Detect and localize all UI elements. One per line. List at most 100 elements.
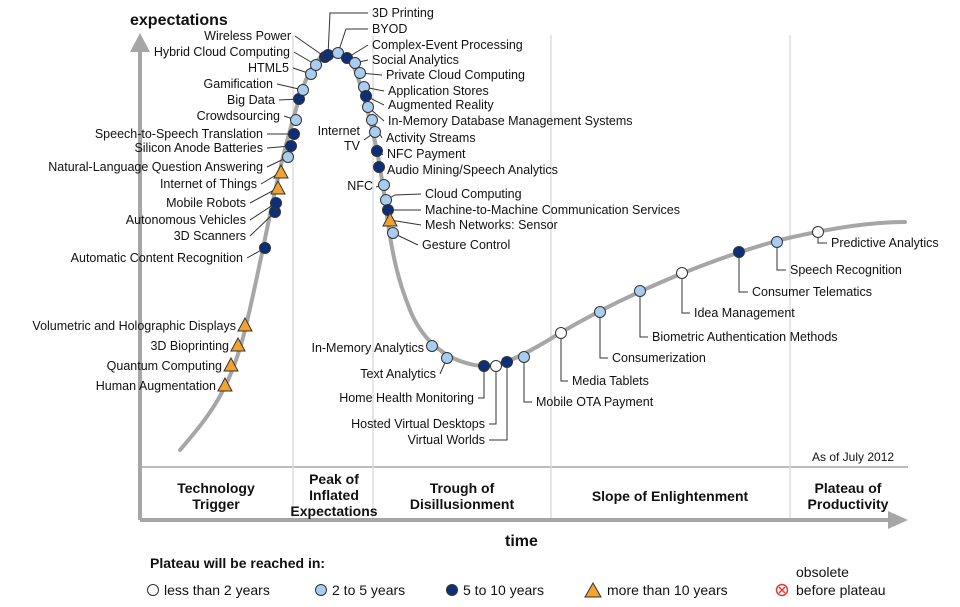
leader-line-home-health-monitoring	[478, 366, 485, 399]
marker-human-augmentation	[217, 376, 233, 392]
leader-line-consumer-telematics	[738, 252, 748, 293]
marker-predictive-analytics	[812, 226, 824, 238]
phase-slope-of-enlightenment: Slope of Enlightenment	[592, 488, 749, 504]
legend: less than 2 years 2 to 5 years 5 to 10 y…	[147, 564, 886, 598]
tech-label-crowdsourcing: Crowdsourcing	[197, 109, 280, 123]
leader-line-virtual-worlds	[489, 362, 508, 441]
tech-label-home-health-monitoring: Home Health Monitoring	[339, 391, 474, 405]
marker-volumetric-and-holographic-displays	[237, 316, 253, 332]
marker-mesh-networks-sensor	[382, 211, 398, 227]
marker-hosted-virtual-desktops	[490, 360, 502, 372]
tech-label-audio-mining-speech-analytics: Audio Mining/Speech Analytics	[387, 163, 558, 177]
marker-gesture-control	[387, 227, 399, 239]
y-axis-label: expectations	[130, 12, 228, 29]
phase-trough-of-disillusionment: Trough of Disillusionment	[410, 480, 515, 512]
y-axis-arrow	[130, 33, 150, 52]
marker-cloud-computing	[380, 194, 392, 206]
marker-nfc	[378, 179, 390, 191]
tech-label-byod: BYOD	[372, 22, 407, 36]
tech-label-3d-scanners: 3D Scanners	[174, 229, 246, 243]
tech-label-silicon-anode-batteries: Silicon Anode Batteries	[134, 141, 263, 155]
tech-label-consumerization: Consumerization	[612, 351, 706, 365]
phase-peak-of-inflated-expectations: Peak of Inflated Expectations	[290, 471, 377, 519]
tech-label-complex-event-processing: Complex-Event Processing	[372, 38, 523, 52]
tech-label-in-memory-analytics: In-Memory Analytics	[311, 341, 424, 355]
tech-label-mobile-robots: Mobile Robots	[166, 196, 246, 210]
legend-swatch-2to5	[315, 584, 327, 596]
tech-label-predictive-analytics: Predictive Analytics	[831, 236, 939, 250]
legend-label-5to10: 5 to 10 years	[463, 582, 544, 598]
legend-label-before-plateau: before plateau	[796, 582, 886, 598]
legend-label-obsolete: obsolete	[796, 564, 849, 580]
marker-nfc-payment	[371, 145, 383, 157]
tech-label-big-data: Big Data	[227, 93, 275, 107]
marker-speech-recognition	[771, 236, 783, 248]
tech-label-natural-language-question-answering: Natural-Language Question Answering	[48, 160, 263, 174]
leader-line-mesh-networks-sensor	[389, 219, 422, 226]
leader-line-biometric-authentication-methods	[639, 291, 648, 338]
leader-line-3d-printing	[327, 12, 368, 56]
tech-label-gamification: Gamification	[204, 77, 274, 91]
marker-private-cloud-computing	[354, 67, 366, 79]
marker-internet-tv	[369, 126, 381, 138]
marker-mobile-ota-payment	[518, 351, 530, 363]
tech-label-hosted-virtual-desktops: Hosted Virtual Desktops	[351, 417, 485, 431]
marker-text-analytics	[441, 352, 453, 364]
marker-augmented-reality	[360, 90, 372, 102]
marker-gamification	[297, 84, 309, 96]
legend-swatch-lt2	[147, 584, 159, 596]
tech-label-gesture-control: Gesture Control	[422, 238, 510, 252]
leader-line-byod	[337, 28, 368, 54]
marker-biometric-authentication-methods	[634, 285, 646, 297]
tech-label-private-cloud-computing: Private Cloud Computing	[386, 68, 525, 82]
tech-label-in-memory-database-management-systems: In-Memory Database Management Systems	[388, 114, 633, 128]
tech-label-quantum-computing: Quantum Computing	[107, 359, 222, 373]
legend-swatch-5to10	[446, 584, 458, 596]
marker-internet-of-things	[273, 163, 289, 179]
marker-byod	[332, 47, 344, 59]
marker-machine-to-machine-communication-services	[382, 204, 394, 216]
marker-hybrid-cloud-computing	[310, 59, 322, 71]
marker-home-health-monitoring	[478, 360, 490, 372]
legend-label-2to5: 2 to 5 years	[332, 582, 405, 598]
tech-label-wireless-power: Wireless Power	[204, 29, 291, 43]
tech-label-social-analytics: Social Analytics	[372, 53, 459, 67]
tech-label-application-stores: Application Stores	[388, 84, 489, 98]
leader-line-idea-management	[681, 273, 690, 314]
marker-media-tablets	[555, 327, 567, 339]
tech-label-nfc-payment: NFC Payment	[387, 147, 466, 161]
marker-speech-to-speech-translation	[288, 128, 300, 140]
tech-label-html5: HTML5	[248, 61, 289, 75]
marker-natural-language-question-answering	[282, 151, 294, 163]
tech-label-idea-management: Idea Management	[694, 306, 795, 320]
marker-idea-management	[676, 267, 688, 279]
marker-consumerization	[594, 306, 606, 318]
phase-technology-trigger: Technology Trigger	[177, 480, 255, 512]
tech-label-automatic-content-recognition: Automatic Content Recognition	[71, 251, 243, 265]
tech-label-machine-to-machine-communication-services: Machine-to-Machine Communication Service…	[425, 203, 680, 217]
legend-title: Plateau will be reached in:	[150, 555, 325, 571]
tech-label-mesh-networks-sensor: Mesh Networks: Sensor	[425, 218, 558, 232]
marker-social-analytics	[349, 57, 361, 69]
tech-label-biometric-authentication-methods: Biometric Authentication Methods	[652, 330, 838, 344]
tech-label-virtual-worlds: Virtual Worlds	[408, 433, 485, 447]
phase-plateau-of-productivity: Plateau of Productivity	[808, 480, 889, 512]
tech-label-3d-bioprinting: 3D Bioprinting	[150, 339, 229, 353]
technology-markers: Human Augmentation Quantum Computing 3D Bi…	[32, 6, 938, 447]
leader-line-speech-recognition	[776, 242, 786, 271]
marker-audio-mining-speech-analytics	[373, 161, 385, 173]
marker-activity-streams	[366, 114, 378, 126]
tech-label-autonomous-vehicles: Autonomous Vehicles	[126, 213, 246, 227]
tech-label-speech-to-speech-translation: Speech-to-Speech Translation	[95, 127, 263, 141]
legend-label-lt2: less than 2 years	[164, 582, 270, 598]
leader-line-mobile-ota-payment	[523, 357, 532, 403]
marker-crowdsourcing	[290, 114, 302, 126]
marker-3d-printing	[322, 49, 334, 61]
marker-consumer-telematics	[733, 246, 745, 258]
tech-label-text-analytics: Text Analytics	[360, 367, 436, 381]
as-of-date: As of July 2012	[812, 450, 894, 464]
tech-label-internet-tv: Internet TV	[318, 124, 361, 153]
leader-line-media-tablets	[560, 333, 568, 382]
marker-autonomous-vehicles	[270, 197, 282, 209]
